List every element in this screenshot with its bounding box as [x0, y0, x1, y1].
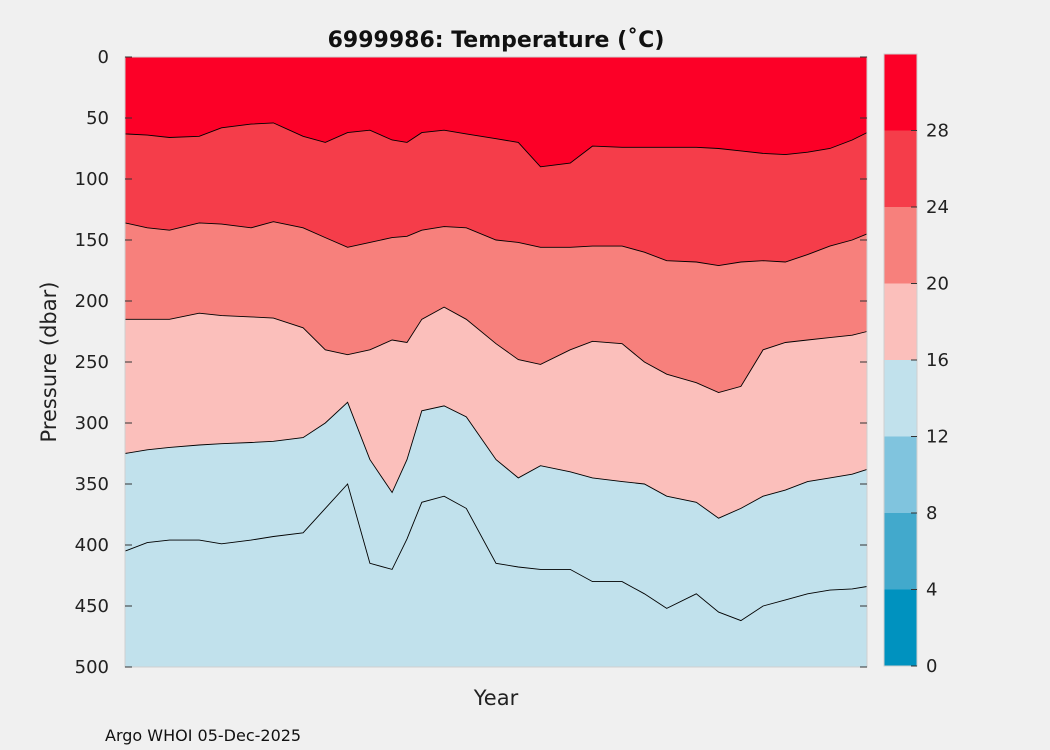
y-tick-label: 100	[75, 169, 109, 190]
y-tick-label: 50	[86, 108, 109, 129]
colorbar: 0 4 8 12 16 20 24 28	[883, 53, 949, 677]
y-tick-label: 350	[75, 474, 109, 495]
colorbar-segment-12	[884, 360, 917, 437]
contour-plot-area	[124, 57, 868, 667]
colorbar-segment-0	[884, 589, 917, 666]
y-tick-label: 250	[75, 352, 109, 373]
isotherm-20	[125, 306, 868, 393]
isotherm-12	[124, 483, 868, 622]
colorbar-tick-label: 12	[926, 427, 949, 448]
chart-title: 6999986: Temperature (˚C)	[328, 28, 665, 53]
colorbar-segment-4	[884, 513, 917, 590]
colorbar-tick-label: 28	[926, 121, 949, 142]
colorbar-segment-16	[884, 283, 917, 360]
colorbar-segment-28	[884, 54, 917, 131]
y-axis: 0 50 100 150 200 250 300 350 400 450 500	[75, 47, 867, 678]
colorbar-tick-label: 0	[926, 656, 937, 677]
footer-credit: Argo WHOI 05-Dec-2025	[105, 726, 301, 745]
colorbar-tick-label: 8	[926, 503, 937, 524]
band-above-28	[125, 57, 867, 167]
colorbar-tick-label: 20	[926, 274, 949, 295]
colorbar-tick-label: 4	[926, 580, 937, 601]
colorbar-segment-20	[884, 207, 917, 284]
x-axis-label: Year	[473, 686, 519, 710]
y-axis-label: Pressure (dbar)	[37, 282, 61, 443]
isotherm-24	[124, 221, 868, 267]
y-tick-label: 300	[75, 413, 109, 434]
colorbar-segment-8	[884, 436, 917, 513]
isotherm-16	[124, 401, 868, 519]
y-tick-label: 400	[75, 535, 109, 556]
y-tick-label: 0	[98, 47, 109, 68]
y-tick-label: 450	[75, 596, 109, 617]
y-tick-label: 500	[75, 657, 109, 678]
colorbar-tick-label: 16	[926, 350, 949, 371]
colorbar-segment-24	[884, 130, 917, 207]
colorbar-tick-label: 24	[926, 197, 949, 218]
y-tick-label: 150	[75, 230, 109, 251]
isotherm-28	[124, 122, 868, 168]
y-tick-label: 200	[75, 291, 109, 312]
